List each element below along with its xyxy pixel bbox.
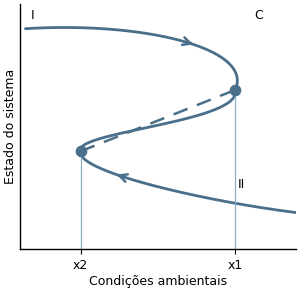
X-axis label: Condições ambientais: Condições ambientais xyxy=(89,275,227,288)
Text: I: I xyxy=(31,9,34,22)
Point xyxy=(78,149,83,154)
Y-axis label: Estado do sistema: Estado do sistema xyxy=(4,69,17,184)
Text: C: C xyxy=(254,9,263,22)
Point xyxy=(233,88,238,92)
Text: II: II xyxy=(238,178,245,191)
